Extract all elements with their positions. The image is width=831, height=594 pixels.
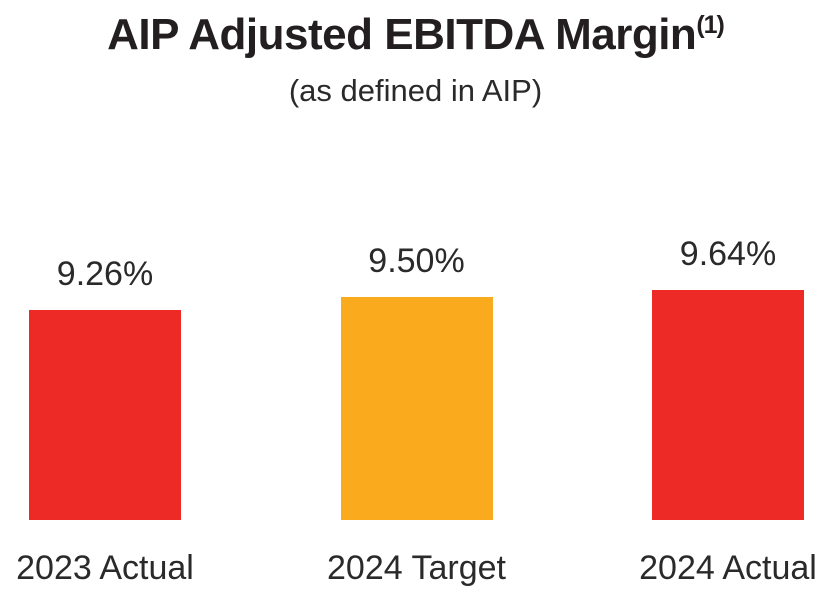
footnote-superscript: (1): [696, 11, 725, 39]
chart-title: AIP Adjusted EBITDA Margin(1): [0, 10, 831, 61]
bar-2024-target: [340, 297, 493, 520]
value-label-2024-actual: 9.64%: [679, 234, 777, 273]
bar-2023-actual: [29, 310, 181, 520]
chart-title-text: AIP Adjusted EBITDA Margin: [107, 10, 697, 59]
category-label-2024-target: 2024 Target: [327, 549, 506, 587]
chart-header: AIP Adjusted EBITDA Margin(1) (as define…: [0, 10, 831, 108]
chart-subtitle: (as defined in AIP): [288, 72, 543, 108]
category-label-2023-actual: 2023 Actual: [16, 549, 194, 587]
value-label-2024-target: 9.50%: [368, 241, 465, 280]
category-label-2024-actual: 2024 Actual: [639, 549, 817, 587]
bar-2024-actual: [652, 290, 804, 520]
value-label-2023-actual: 9.26%: [56, 254, 154, 293]
